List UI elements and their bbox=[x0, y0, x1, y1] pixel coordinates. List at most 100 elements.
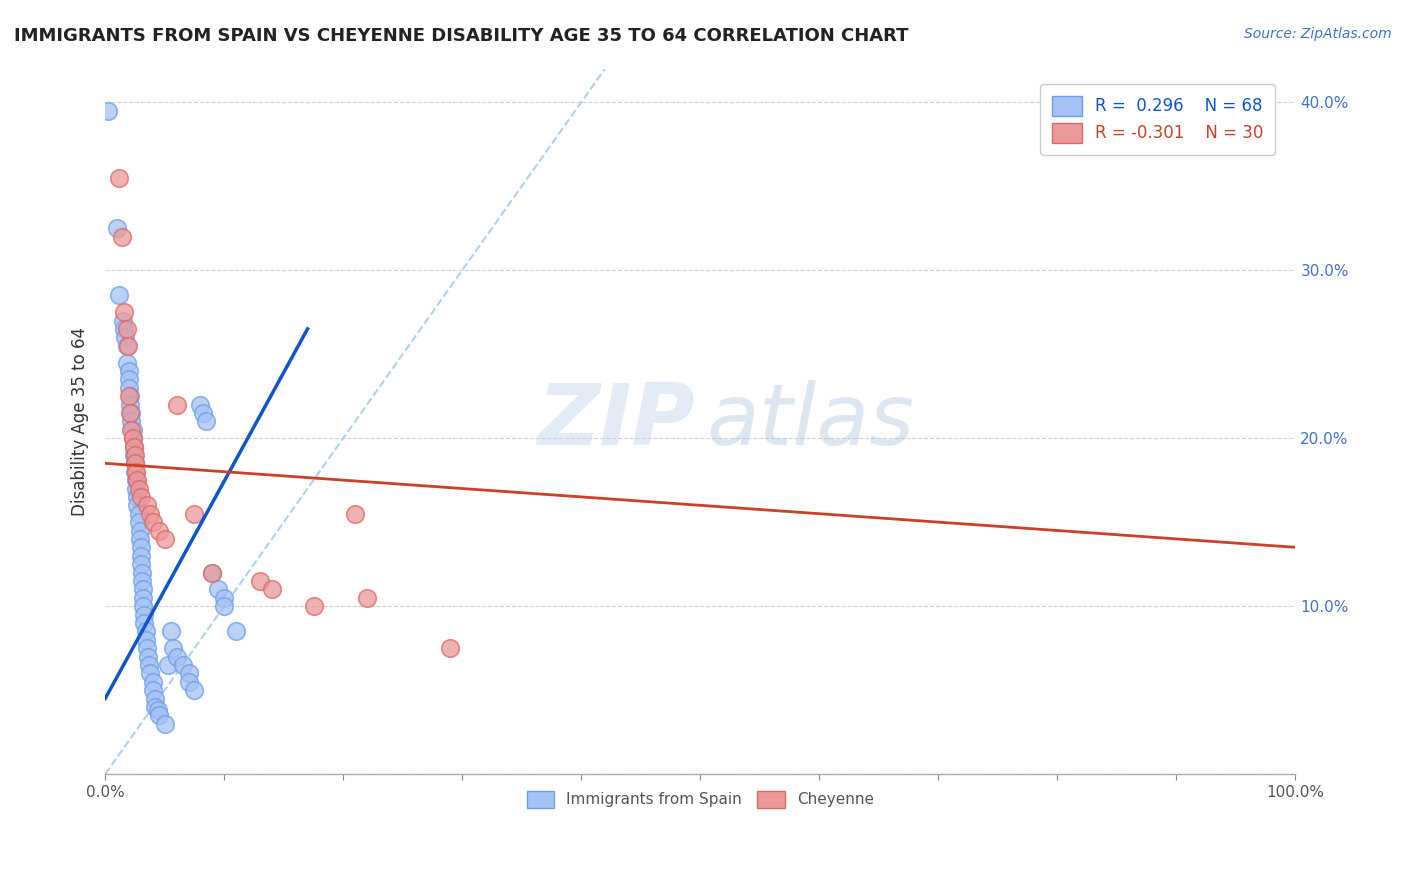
Point bbox=[131, 566, 153, 580]
Point bbox=[121, 431, 143, 445]
Point bbox=[115, 322, 138, 336]
Point bbox=[121, 431, 143, 445]
Point bbox=[129, 549, 152, 563]
Point bbox=[120, 406, 142, 420]
Point bbox=[124, 456, 146, 470]
Point bbox=[108, 170, 131, 185]
Point bbox=[439, 641, 461, 656]
Point bbox=[118, 364, 141, 378]
Point bbox=[125, 465, 148, 479]
Point bbox=[201, 566, 224, 580]
Point bbox=[124, 465, 146, 479]
Point bbox=[115, 339, 138, 353]
Point bbox=[139, 666, 162, 681]
Point bbox=[124, 456, 146, 470]
Point bbox=[146, 703, 169, 717]
Point bbox=[132, 582, 155, 597]
Point bbox=[134, 607, 156, 622]
Point bbox=[111, 229, 134, 244]
Point bbox=[121, 423, 143, 437]
Point bbox=[134, 615, 156, 630]
Text: ZIP: ZIP bbox=[537, 380, 695, 463]
Point bbox=[153, 532, 176, 546]
Point bbox=[191, 406, 214, 420]
Point bbox=[177, 666, 200, 681]
Text: Source: ZipAtlas.com: Source: ZipAtlas.com bbox=[1244, 27, 1392, 41]
Point bbox=[127, 490, 149, 504]
Point bbox=[118, 372, 141, 386]
Point bbox=[166, 649, 188, 664]
Point bbox=[344, 507, 367, 521]
Point bbox=[122, 440, 145, 454]
Point bbox=[356, 591, 378, 605]
Point bbox=[122, 448, 145, 462]
Y-axis label: Disability Age 35 to 64: Disability Age 35 to 64 bbox=[72, 326, 89, 516]
Point bbox=[128, 507, 150, 521]
Point bbox=[128, 515, 150, 529]
Point bbox=[302, 599, 325, 614]
Point bbox=[159, 624, 181, 639]
Point bbox=[124, 448, 146, 462]
Point bbox=[112, 305, 135, 319]
Point bbox=[120, 406, 142, 420]
Point bbox=[118, 389, 141, 403]
Point bbox=[172, 657, 194, 672]
Point bbox=[177, 674, 200, 689]
Point bbox=[129, 541, 152, 555]
Point bbox=[139, 507, 162, 521]
Point bbox=[128, 532, 150, 546]
Point bbox=[127, 499, 149, 513]
Point bbox=[166, 397, 188, 411]
Point bbox=[129, 490, 152, 504]
Point bbox=[260, 582, 283, 597]
Point bbox=[131, 574, 153, 588]
Point bbox=[135, 499, 157, 513]
Point bbox=[136, 649, 159, 664]
Point bbox=[125, 482, 148, 496]
Point bbox=[135, 624, 157, 639]
Point bbox=[135, 641, 157, 656]
Point bbox=[120, 423, 142, 437]
Point bbox=[142, 515, 165, 529]
Point bbox=[143, 700, 166, 714]
Point bbox=[117, 339, 139, 353]
Point bbox=[132, 591, 155, 605]
Point bbox=[115, 355, 138, 369]
Point bbox=[249, 574, 271, 588]
Point bbox=[212, 591, 235, 605]
Point bbox=[129, 557, 152, 571]
Point bbox=[162, 641, 184, 656]
Point bbox=[207, 582, 229, 597]
Point bbox=[128, 524, 150, 538]
Point bbox=[120, 389, 142, 403]
Point bbox=[142, 674, 165, 689]
Point bbox=[201, 566, 224, 580]
Point bbox=[122, 440, 145, 454]
Point bbox=[128, 482, 150, 496]
Point bbox=[120, 397, 142, 411]
Point bbox=[143, 691, 166, 706]
Text: atlas: atlas bbox=[706, 380, 914, 463]
Point bbox=[112, 322, 135, 336]
Point bbox=[138, 657, 160, 672]
Point bbox=[148, 708, 170, 723]
Point bbox=[212, 599, 235, 614]
Legend: Immigrants from Spain, Cheyenne: Immigrants from Spain, Cheyenne bbox=[519, 783, 882, 816]
Point bbox=[108, 288, 131, 302]
Point bbox=[153, 716, 176, 731]
Point bbox=[148, 524, 170, 538]
Point bbox=[112, 313, 135, 327]
Point bbox=[127, 473, 149, 487]
Point bbox=[157, 657, 180, 672]
Point bbox=[97, 103, 120, 118]
Point bbox=[225, 624, 247, 639]
Point bbox=[183, 683, 205, 698]
Text: IMMIGRANTS FROM SPAIN VS CHEYENNE DISABILITY AGE 35 TO 64 CORRELATION CHART: IMMIGRANTS FROM SPAIN VS CHEYENNE DISABI… bbox=[14, 27, 908, 45]
Point bbox=[190, 397, 212, 411]
Point bbox=[125, 473, 148, 487]
Point bbox=[142, 683, 165, 698]
Point bbox=[195, 414, 218, 428]
Point bbox=[118, 381, 141, 395]
Point bbox=[105, 221, 128, 235]
Point bbox=[183, 507, 205, 521]
